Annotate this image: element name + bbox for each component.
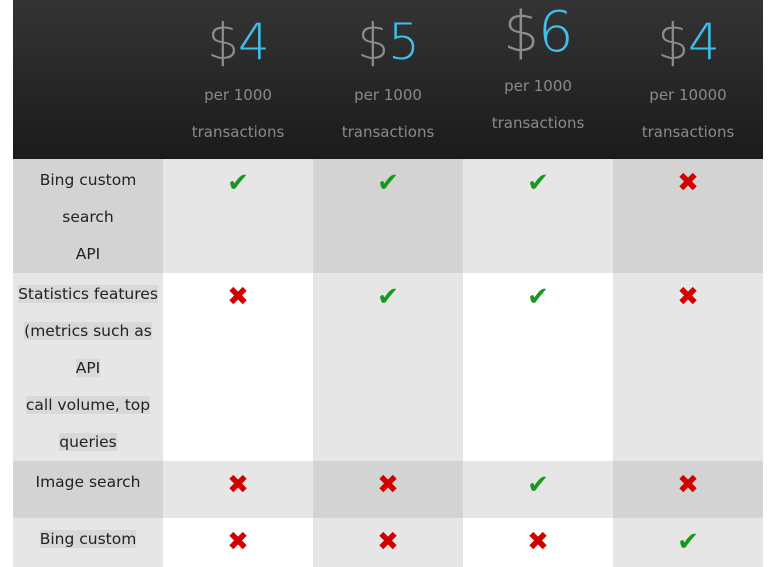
feature-label-line: call volume, top (25, 396, 151, 414)
feature-cell: ✔ (463, 461, 613, 518)
feature-label: Statistics features (metrics such as API c… (13, 273, 163, 461)
currency-symbol: $ (657, 13, 689, 71)
feature-cell: ✖ (163, 518, 313, 567)
currency-symbol: $ (357, 13, 389, 71)
cross-icon: ✖ (227, 527, 249, 557)
cross-icon: ✖ (227, 470, 249, 500)
feature-label-line: Bing custom search (39, 171, 137, 226)
cross-icon: ✖ (227, 282, 249, 312)
feature-label-line: Statistics features (18, 285, 158, 303)
feature-cell: ✖ (463, 518, 613, 567)
header-empty-cell (13, 0, 163, 159)
pricing-comparison-table: $4 per 1000 transactions $5 per 1000 transact… (13, 0, 763, 567)
feature-cell: ✖ (163, 273, 313, 461)
plan-price: $5 (313, 0, 463, 77)
feature-cell: ✔ (163, 159, 313, 273)
feature-cell: ✖ (163, 461, 313, 518)
plan-header-1: $4 per 1000 transactions (163, 0, 313, 159)
price-per: per 1000 (504, 77, 572, 95)
feature-row: Bing custom ✖ ✖ ✖ ✔ (13, 518, 763, 567)
check-icon: ✔ (377, 168, 399, 198)
plan-price: $4 (613, 0, 763, 77)
feature-cell: ✔ (313, 159, 463, 273)
check-icon: ✔ (527, 168, 549, 198)
feature-label-line: (metrics such as API (24, 322, 152, 377)
price-amount: 4 (238, 13, 270, 71)
plan-header-4: $4 per 10000 transactions (613, 0, 763, 159)
price-unit: transactions (491, 114, 585, 132)
feature-cell: ✖ (613, 461, 763, 518)
feature-label: Image search (13, 461, 163, 518)
plan-header-2: $5 per 1000 transactions (313, 0, 463, 159)
cross-icon: ✖ (377, 470, 399, 500)
feature-cell: ✔ (463, 273, 613, 461)
cross-icon: ✖ (677, 168, 699, 198)
feature-cell: ✔ (463, 159, 613, 273)
check-icon: ✔ (527, 282, 549, 312)
cross-icon: ✖ (677, 470, 699, 500)
cross-icon: ✖ (377, 527, 399, 557)
feature-cell: ✖ (613, 159, 763, 273)
price-per: per 1000 (354, 86, 422, 104)
feature-label-line: API (75, 245, 101, 263)
price-amount: 6 (538, 0, 574, 65)
feature-row: Image search ✖ ✖ ✔ ✖ (13, 461, 763, 518)
check-icon: ✔ (227, 168, 249, 198)
feature-cell: ✔ (313, 273, 463, 461)
feature-label: Bing custom search API (13, 159, 163, 273)
plan-header-3: $6 per 1000 transactions (463, 0, 613, 159)
feature-label: Bing custom (13, 518, 163, 567)
cross-icon: ✖ (527, 527, 549, 557)
feature-cell: ✔ (613, 518, 763, 567)
feature-cell: ✖ (313, 461, 463, 518)
check-icon: ✔ (677, 527, 699, 557)
feature-row: Bing custom search API ✔ ✔ ✔ ✖ (13, 159, 763, 273)
check-icon: ✔ (527, 470, 549, 500)
currency-symbol: $ (503, 0, 539, 65)
plan-price: $6 (463, 0, 613, 77)
feature-row: Statistics features (metrics such as API c… (13, 273, 763, 461)
price-amount: 5 (388, 13, 420, 71)
currency-symbol: $ (207, 13, 239, 71)
feature-cell: ✖ (313, 518, 463, 567)
price-unit: transactions (641, 123, 735, 141)
feature-label-line: Image search (35, 473, 141, 491)
plan-price: $4 (163, 0, 313, 77)
price-per: per 10000 (649, 86, 727, 104)
feature-cell: ✖ (613, 273, 763, 461)
price-amount: 4 (688, 13, 720, 71)
cross-icon: ✖ (677, 282, 699, 312)
price-per: per 1000 (204, 86, 272, 104)
price-unit: transactions (191, 123, 285, 141)
feature-label-line: queries (59, 433, 117, 451)
check-icon: ✔ (377, 282, 399, 312)
price-unit: transactions (341, 123, 435, 141)
feature-label-line: Bing custom (39, 530, 137, 548)
